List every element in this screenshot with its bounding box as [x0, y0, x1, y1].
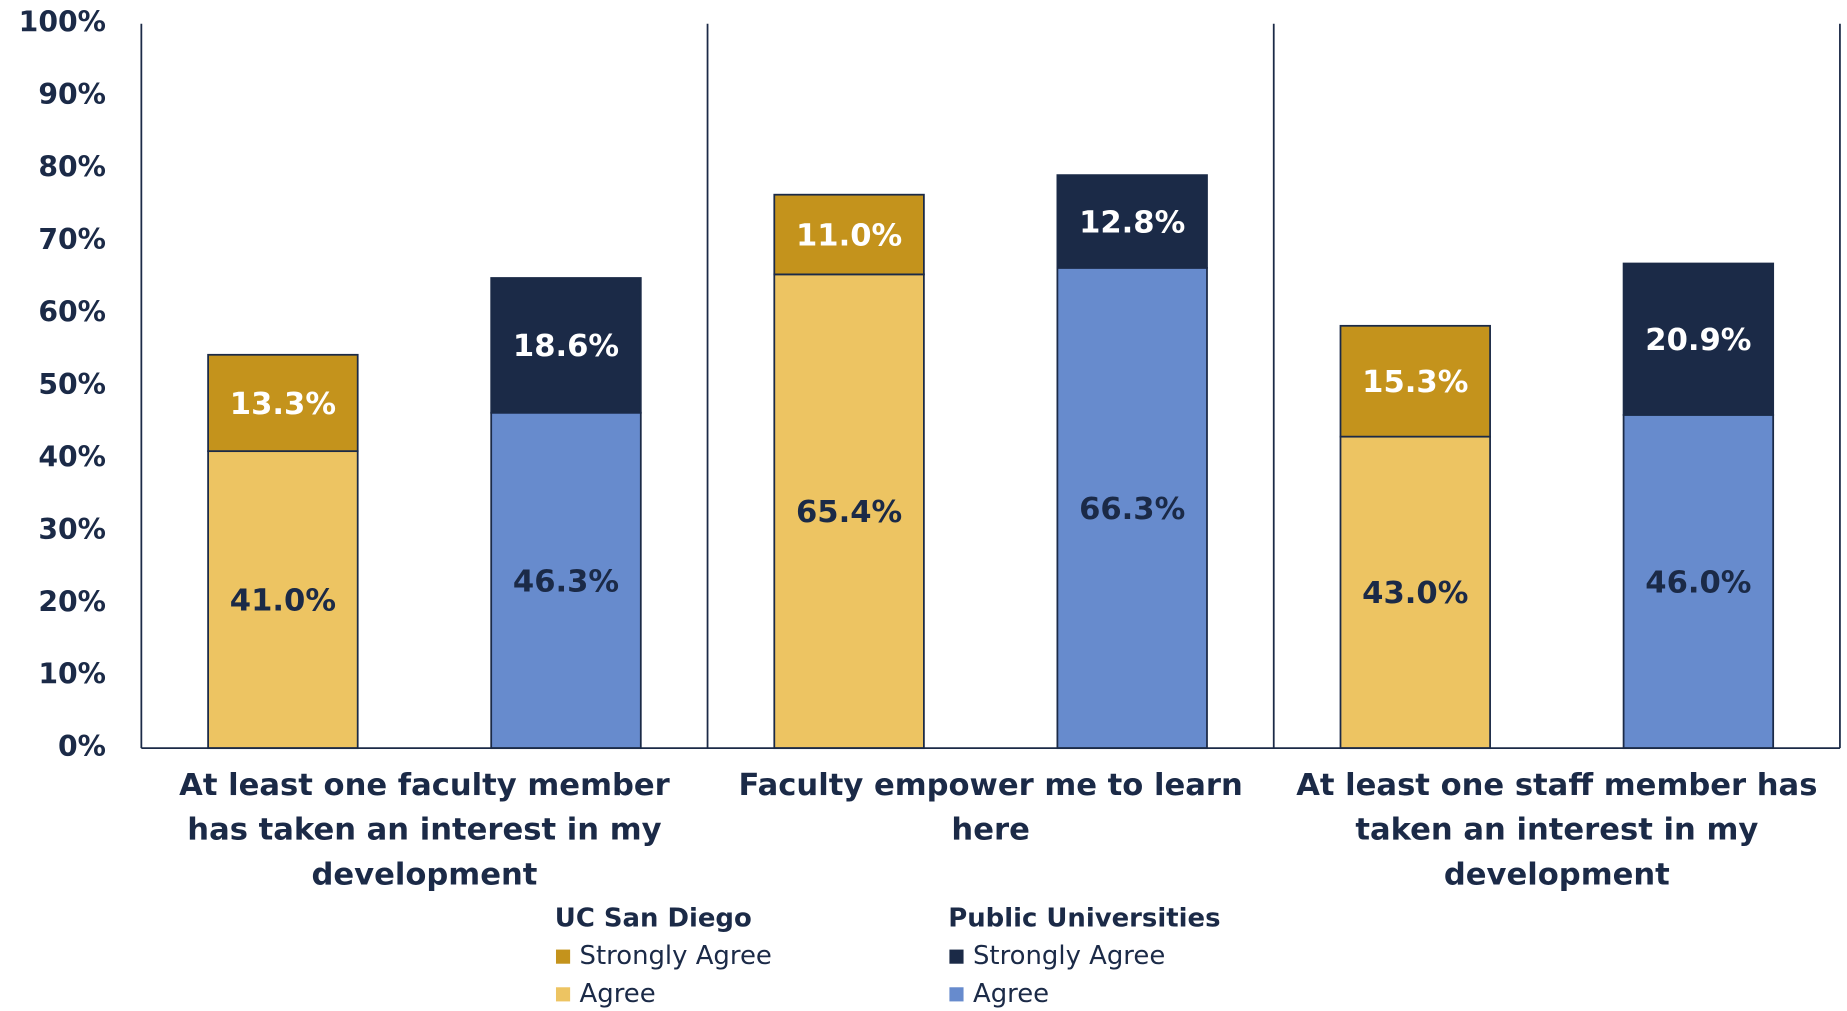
- y-tick-label: 40%: [38, 440, 106, 473]
- x-tick-line: At least one staff member has: [1296, 767, 1817, 802]
- value-label: 46.0%: [1645, 565, 1751, 600]
- legend-label: Strongly Agree: [973, 941, 1165, 971]
- x-tick-line: At least one faculty member: [179, 767, 670, 802]
- value-label: 18.6%: [513, 329, 619, 364]
- value-label: 13.3%: [230, 387, 336, 422]
- bar-segment: [207, 450, 359, 750]
- legend-swatch: [949, 987, 964, 1002]
- y-tick-label: 100%: [19, 6, 106, 39]
- y-tick-label: 20%: [38, 585, 106, 618]
- y-tick-label: 10%: [38, 658, 106, 691]
- legend-label: Agree: [973, 979, 1049, 1009]
- legend-heading: Public Universities: [948, 903, 1220, 933]
- legend-swatch: [555, 949, 571, 964]
- bar-segment: [773, 273, 925, 750]
- x-tick-line: development: [311, 857, 537, 892]
- value-label: 65.4%: [796, 495, 902, 530]
- legend-swatch: [555, 987, 571, 1002]
- legend-label: Agree: [580, 979, 656, 1009]
- y-tick-label: 90%: [38, 78, 106, 111]
- value-label: 15.3%: [1362, 365, 1468, 400]
- bar-segment: [207, 353, 359, 453]
- legend-label: Strongly Agree: [580, 941, 772, 971]
- bar-segment: [1622, 262, 1775, 416]
- x-tick-label: Faculty empower me to learn here: [739, 767, 1243, 847]
- y-tick-label: 60%: [38, 295, 106, 328]
- x-tick-line: development: [1444, 857, 1670, 892]
- x-tick-line: has taken an interest in my: [187, 812, 661, 847]
- y-tick-label: 70%: [38, 223, 106, 256]
- x-tick-line: taken an interest in my: [1355, 812, 1758, 847]
- x-tick-line: Faculty empower me to learn: [739, 767, 1243, 802]
- bar-segment: [773, 193, 925, 276]
- legend-swatch: [949, 949, 964, 964]
- value-label: 12.8%: [1079, 205, 1185, 240]
- legend-heading: UC San Diego: [555, 903, 752, 933]
- value-label: 43.0%: [1362, 576, 1468, 611]
- value-label: 11.0%: [796, 218, 902, 253]
- x-tick-label: At least one faculty member has taken an …: [179, 767, 670, 892]
- y-tick-label: 50%: [38, 368, 106, 401]
- value-label: 20.9%: [1645, 323, 1751, 358]
- bar-segment: [490, 277, 642, 414]
- bar-segment: [1056, 174, 1208, 269]
- value-label: 66.3%: [1079, 492, 1185, 527]
- x-tick-label: At least one staff member has taken an in…: [1296, 767, 1817, 892]
- y-tick-label: 80%: [38, 151, 106, 184]
- bar-segment: [1339, 324, 1491, 438]
- bar-segment: [1622, 414, 1775, 750]
- y-tick-label: 30%: [38, 513, 106, 546]
- value-label: 41.0%: [230, 584, 336, 619]
- y-tick-label: 0%: [58, 730, 106, 763]
- value-label: 46.3%: [513, 564, 619, 599]
- x-tick-line: here: [951, 812, 1029, 847]
